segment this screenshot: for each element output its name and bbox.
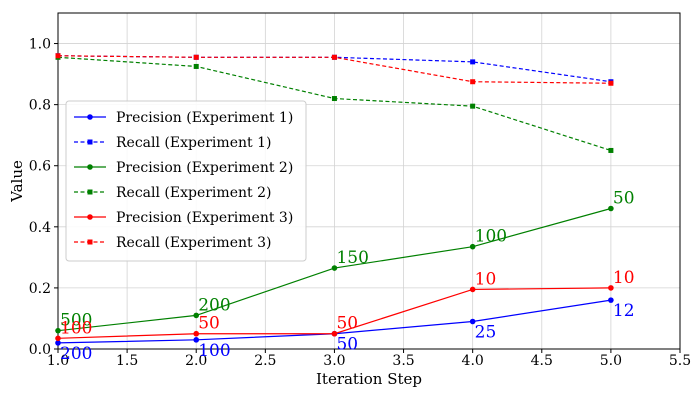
data-point xyxy=(608,205,614,212)
data-point xyxy=(470,103,476,109)
legend-marker xyxy=(87,239,93,245)
legend-entry: Precision (Experiment 2) xyxy=(74,160,293,176)
data-label: 50 xyxy=(198,314,220,334)
data-point xyxy=(193,330,200,337)
x-tick-label: 3.5 xyxy=(392,353,414,369)
data-label: 10 xyxy=(475,269,497,289)
legend-marker xyxy=(87,114,93,120)
x-tick-label: 2.5 xyxy=(254,353,276,369)
data-label: 200 xyxy=(198,295,230,315)
legend-marker xyxy=(87,139,93,145)
series-6 xyxy=(55,53,614,86)
y-axis-label: Value xyxy=(8,160,26,203)
legend-label: Precision (Experiment 3) xyxy=(116,210,293,226)
x-tick-label: 1.0 xyxy=(47,353,69,369)
data-point xyxy=(55,53,61,59)
legend-label: Recall (Experiment 3) xyxy=(116,235,271,251)
data-point xyxy=(608,297,614,303)
y-tick-label: 0.4 xyxy=(29,220,51,236)
legend-entry: Recall (Experiment 2) xyxy=(74,185,271,201)
data-label: 50 xyxy=(336,314,358,334)
series-lines xyxy=(55,53,614,346)
data-point xyxy=(55,340,61,346)
legend-entry: Precision (Experiment 3) xyxy=(74,210,293,226)
y-tick-label: 0.2 xyxy=(29,281,51,297)
legend-box xyxy=(65,100,307,262)
data-label: 150 xyxy=(336,248,368,268)
x-axis-label: Iteration Step xyxy=(316,370,422,388)
data-point xyxy=(470,59,476,65)
data-point xyxy=(193,54,199,60)
legend-label: Precision (Experiment 2) xyxy=(116,160,293,176)
x-tick-label: 3.0 xyxy=(323,353,345,369)
legend-entry: Precision (Experiment 1) xyxy=(74,110,293,126)
legend-label: Recall (Experiment 2) xyxy=(116,185,271,201)
legend-entry: Recall (Experiment 3) xyxy=(74,235,271,251)
data-point xyxy=(469,286,476,293)
data-label: 500 xyxy=(60,311,92,331)
y-tick-label: 1.0 xyxy=(29,37,51,53)
data-label: 100 xyxy=(60,318,92,338)
legend: Precision (Experiment 1) Recall (Experime… xyxy=(65,100,307,262)
data-point xyxy=(608,80,614,86)
legend-label: Recall (Experiment 1) xyxy=(116,135,271,151)
data-point xyxy=(608,147,614,153)
data-label: 100 xyxy=(475,227,507,247)
y-tick-label: 0.0 xyxy=(29,342,51,358)
data-point xyxy=(331,330,338,337)
x-tick-label: 2.0 xyxy=(185,353,207,369)
plot-frame xyxy=(57,12,681,350)
data-point xyxy=(470,79,476,85)
data-point xyxy=(608,285,614,291)
x-tick-label: 1.5 xyxy=(116,353,138,369)
axis-ticks: 1.0 1.5 2.0 2.5 3.0 3.5 4.0 4.5 5.0 5.5 0.0 0.2 0.4 0… xyxy=(29,37,691,369)
data-point xyxy=(331,54,337,60)
data-label: 200 xyxy=(60,344,92,364)
data-point xyxy=(193,337,200,343)
x-tick-label: 5.5 xyxy=(669,353,691,369)
data-point xyxy=(469,318,476,325)
data-point xyxy=(55,327,61,334)
legend-marker xyxy=(87,164,93,170)
legend-marker xyxy=(87,189,93,195)
y-tick-label: 0.6 xyxy=(29,159,51,175)
data-label: 12 xyxy=(613,301,635,321)
data-point xyxy=(193,312,200,319)
legend-label: Precision (Experiment 1) xyxy=(116,110,293,126)
data-label: 50 xyxy=(613,188,635,208)
data-point xyxy=(331,96,337,102)
x-tick-label: 4.0 xyxy=(462,353,484,369)
x-tick-label: 4.5 xyxy=(531,353,553,369)
data-label: 25 xyxy=(475,323,497,343)
data-point xyxy=(331,265,338,271)
series-3 xyxy=(55,205,614,334)
data-point xyxy=(193,63,199,69)
series-5 xyxy=(55,285,614,342)
x-tick-label: 5.0 xyxy=(600,353,622,369)
legend-marker xyxy=(87,214,93,220)
data-label: 10 xyxy=(613,268,635,288)
data-label: 100 xyxy=(198,341,230,361)
y-tick-label: 0.8 xyxy=(29,98,51,114)
data-point xyxy=(55,335,61,342)
data-point xyxy=(469,243,476,250)
legend-entry: Recall (Experiment 1) xyxy=(74,135,271,151)
data-label: 50 xyxy=(336,335,358,355)
